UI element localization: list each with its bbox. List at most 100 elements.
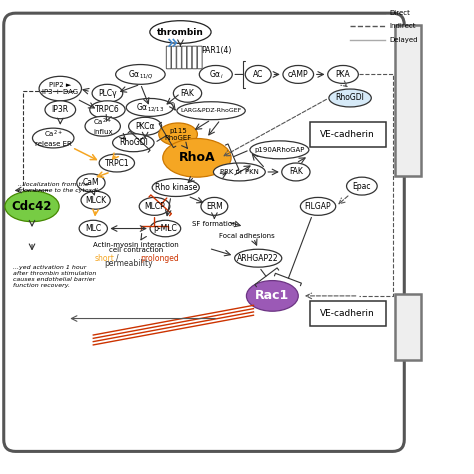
Text: Rac1: Rac1 (255, 290, 290, 302)
Text: PRK or PKN: PRK or PKN (220, 169, 259, 175)
Ellipse shape (201, 197, 228, 215)
Ellipse shape (45, 101, 76, 118)
Ellipse shape (150, 21, 211, 43)
Text: thrombin: thrombin (157, 27, 204, 36)
Text: Gα$_{11/Q}$: Gα$_{11/Q}$ (128, 68, 153, 81)
Ellipse shape (81, 191, 110, 209)
FancyBboxPatch shape (182, 46, 187, 69)
Text: PLCγ: PLCγ (98, 89, 117, 98)
Ellipse shape (199, 65, 232, 83)
Text: MLC: MLC (85, 224, 101, 233)
Ellipse shape (159, 123, 197, 146)
Text: TRPC1: TRPC1 (105, 158, 129, 167)
FancyBboxPatch shape (172, 46, 176, 69)
Ellipse shape (99, 154, 135, 172)
Text: Direct: Direct (389, 10, 410, 16)
Text: ARHGAP22: ARHGAP22 (237, 254, 279, 263)
Text: RhoGDI: RhoGDI (336, 93, 365, 102)
Text: short: short (95, 254, 115, 263)
Ellipse shape (250, 141, 309, 159)
Ellipse shape (245, 65, 271, 83)
Ellipse shape (77, 174, 105, 192)
Text: SF formation: SF formation (192, 221, 237, 227)
Ellipse shape (79, 220, 108, 237)
Text: TRPC6: TRPC6 (95, 105, 120, 114)
Ellipse shape (92, 84, 123, 102)
Text: Epac: Epac (353, 182, 371, 191)
Text: p190ARhoGAP: p190ARhoGAP (254, 147, 305, 153)
Text: Cdc42: Cdc42 (12, 200, 52, 213)
Text: AC: AC (253, 70, 264, 79)
Text: FAK: FAK (289, 167, 303, 176)
Ellipse shape (282, 163, 310, 181)
FancyBboxPatch shape (395, 293, 421, 359)
Text: Ca$^{2+}$
influx: Ca$^{2+}$ influx (93, 117, 112, 136)
Text: Rho kinase: Rho kinase (155, 183, 197, 192)
Text: permeability: permeability (104, 259, 153, 268)
Text: Gα$_{12/13}$: Gα$_{12/13}$ (136, 101, 164, 114)
Text: PKA: PKA (336, 70, 350, 79)
FancyBboxPatch shape (197, 46, 202, 69)
Text: /: / (116, 254, 118, 263)
Text: PAR1(4): PAR1(4) (201, 46, 232, 55)
Text: FAK: FAK (181, 89, 194, 98)
Text: VE-cadherin: VE-cadherin (320, 130, 375, 139)
Ellipse shape (283, 65, 314, 83)
Text: Ca$^{2+}$
release ER: Ca$^{2+}$ release ER (35, 129, 72, 147)
Ellipse shape (246, 281, 298, 311)
Ellipse shape (5, 191, 59, 222)
Ellipse shape (346, 177, 377, 195)
Ellipse shape (163, 138, 231, 177)
Ellipse shape (152, 179, 199, 197)
Ellipse shape (39, 76, 82, 101)
Ellipse shape (113, 134, 154, 152)
Text: prolonged: prolonged (140, 254, 179, 263)
FancyBboxPatch shape (395, 25, 421, 176)
Ellipse shape (139, 197, 170, 215)
Text: MLCP: MLCP (144, 202, 165, 211)
Ellipse shape (173, 84, 201, 102)
Text: cell contraction: cell contraction (109, 247, 163, 253)
Text: p-MLC: p-MLC (154, 224, 177, 233)
Ellipse shape (85, 117, 120, 136)
FancyBboxPatch shape (4, 13, 404, 451)
Ellipse shape (329, 89, 371, 107)
Text: ERM: ERM (206, 202, 223, 211)
Ellipse shape (116, 64, 165, 84)
Ellipse shape (90, 101, 125, 118)
FancyBboxPatch shape (187, 46, 192, 69)
Text: IP3R: IP3R (52, 105, 69, 114)
FancyBboxPatch shape (177, 46, 182, 69)
Text: Delayed: Delayed (389, 36, 418, 43)
Ellipse shape (328, 65, 358, 83)
Text: FILGAP: FILGAP (305, 202, 331, 211)
Text: cAMP: cAMP (288, 70, 309, 79)
Text: p115
RhoGEF: p115 RhoGEF (164, 128, 191, 141)
Text: Focal adhesions: Focal adhesions (219, 233, 274, 238)
Text: PKCα: PKCα (136, 122, 155, 131)
Text: VE-cadherin: VE-cadherin (320, 309, 375, 318)
Ellipse shape (150, 220, 181, 237)
Ellipse shape (33, 128, 74, 148)
Ellipse shape (235, 249, 282, 267)
Text: LARG&PDZ-RhoGEF: LARG&PDZ-RhoGEF (181, 108, 242, 113)
Text: Actin-myosin interaction: Actin-myosin interaction (93, 242, 179, 248)
Text: Indirect: Indirect (389, 23, 416, 29)
Ellipse shape (128, 117, 162, 135)
Text: PIP2 ►
IP3 + DAG: PIP2 ► IP3 + DAG (42, 82, 78, 95)
FancyBboxPatch shape (310, 121, 386, 147)
Text: MLCK: MLCK (85, 196, 106, 205)
Text: RhoA: RhoA (179, 151, 215, 164)
Text: ...localization from the
membrane to the cytosol.: ...localization from the membrane to the… (18, 182, 100, 192)
Text: CaM: CaM (82, 178, 99, 187)
Text: Gα$_i$: Gα$_i$ (209, 68, 223, 81)
Ellipse shape (301, 197, 336, 215)
FancyBboxPatch shape (192, 46, 197, 69)
FancyBboxPatch shape (166, 46, 171, 69)
Ellipse shape (213, 163, 265, 181)
Text: ...yed activation 1 hour
after thrombin stimulation
causes endothelial barrier
f: ...yed activation 1 hour after thrombin … (13, 265, 97, 288)
Ellipse shape (177, 102, 245, 119)
Text: RhoGDI: RhoGDI (119, 138, 148, 147)
Ellipse shape (126, 99, 173, 117)
FancyBboxPatch shape (310, 301, 386, 326)
